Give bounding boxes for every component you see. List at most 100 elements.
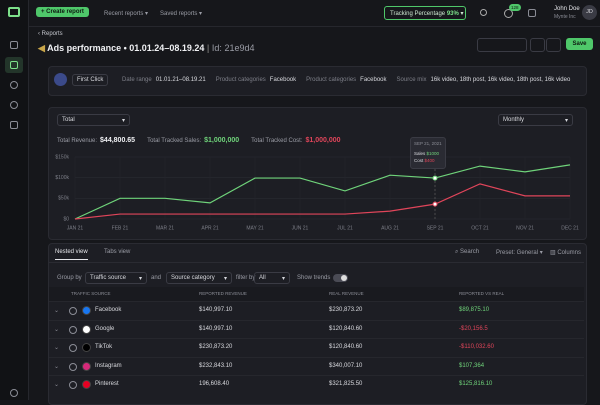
source-name: Google bbox=[95, 325, 115, 332]
filter-label: Date range bbox=[122, 77, 152, 83]
filter-label: Source mix bbox=[396, 77, 427, 83]
theme-icon[interactable] bbox=[480, 9, 487, 16]
source-name: Facebook bbox=[95, 307, 122, 313]
cell: $340,007.10 bbox=[329, 362, 363, 369]
stat-label: Total Tracked Cost: bbox=[251, 138, 303, 144]
group-select[interactable]: Traffic source ▾ bbox=[85, 272, 147, 284]
preset[interactable]: Preset: General ▾ bbox=[496, 250, 543, 256]
tab-active[interactable]: Nested view bbox=[55, 249, 88, 260]
filter-value: Facebook bbox=[269, 77, 297, 83]
tooltip-label: Cost bbox=[414, 158, 424, 163]
hover-dot bbox=[432, 175, 438, 181]
group-select[interactable]: Source category ▾ bbox=[166, 272, 232, 284]
x-tick-label: DEC 21 bbox=[561, 225, 579, 231]
breadcrumb[interactable]: ‹ Reports bbox=[38, 31, 63, 37]
tracking-percentage[interactable]: Tracking Percentage 93% ▾ bbox=[384, 6, 466, 20]
expand-icon[interactable]: ⌄ bbox=[54, 382, 60, 389]
recent-reports[interactable]: Recent reports ▾ bbox=[104, 11, 149, 17]
label: Total bbox=[62, 117, 75, 123]
line bbox=[74, 164, 571, 220]
label: Reports bbox=[41, 31, 63, 37]
y-tick-label: $100k bbox=[55, 175, 69, 181]
expand-icon[interactable]: ⌄ bbox=[54, 308, 60, 314]
tooltip-date: SEP 21, 2021 bbox=[414, 141, 442, 146]
label: Monthly bbox=[503, 117, 525, 123]
chart-panel bbox=[48, 107, 587, 240]
share-button[interactable] bbox=[530, 38, 545, 52]
megaphone-icon[interactable] bbox=[528, 9, 536, 17]
table-row: ⌄ Instagram $232,843.10 $340,007.10 $107,364 bbox=[49, 356, 584, 376]
x-tick-label: JUL 21 bbox=[337, 225, 353, 231]
notification-icon[interactable] bbox=[504, 9, 513, 18]
download-button[interactable] bbox=[546, 38, 561, 52]
save-button[interactable]: Save bbox=[566, 38, 593, 50]
nav-icon[interactable] bbox=[10, 81, 18, 89]
cell: $120,840.60 bbox=[329, 344, 363, 351]
columns-button[interactable]: ▥ Columns bbox=[550, 250, 582, 256]
column-header: TRAFFIC SOURCE bbox=[71, 291, 111, 296]
settings-icon[interactable] bbox=[10, 389, 18, 397]
x-tick-label: MAR 21 bbox=[156, 225, 174, 231]
nav-active[interactable] bbox=[5, 57, 23, 73]
stat-label: Total Tracked Sales: bbox=[147, 138, 202, 144]
label: Source category bbox=[171, 275, 215, 281]
column-header: REPORTED REVENUE bbox=[199, 291, 247, 296]
nav-icon[interactable] bbox=[10, 121, 18, 129]
hover-dot bbox=[432, 201, 438, 207]
divider bbox=[49, 262, 584, 263]
y-tick-label: $0 bbox=[63, 216, 69, 222]
table-row: ⌄ TikTok $230,873.20 $120,840.60 -$110,032.6… bbox=[49, 338, 584, 357]
id: 21e9d4 bbox=[224, 43, 255, 53]
saved-reports[interactable]: Saved reports ▾ bbox=[160, 11, 203, 17]
table-row: ⌄ Pinterest 196,608.40 $321,825.50 $125,816.… bbox=[49, 375, 584, 394]
row-icon bbox=[69, 325, 77, 334]
create-button[interactable]: + Create report bbox=[36, 7, 89, 17]
source-logo bbox=[82, 306, 91, 315]
page-title: ◀ Ads performance • 01.01.24–08.19.24 | … bbox=[38, 43, 255, 53]
label: All bbox=[259, 275, 266, 281]
cell: $140,997.10 bbox=[199, 325, 233, 332]
filter-value: 16k video, 18th post, 16k video, 18th po… bbox=[430, 77, 571, 83]
filter-by-label: filter by bbox=[236, 275, 256, 281]
label: Search bbox=[460, 249, 480, 255]
x-tick-label: SEP 21 bbox=[427, 225, 444, 231]
toolbar-icons[interactable] bbox=[477, 38, 527, 52]
attribution-chip[interactable]: First Click bbox=[72, 74, 109, 86]
filter-icon[interactable] bbox=[54, 73, 67, 86]
row-icon bbox=[69, 362, 77, 371]
tab[interactable]: Tabs view bbox=[104, 249, 131, 255]
expand-icon[interactable]: ⌄ bbox=[54, 326, 60, 333]
value: 93% bbox=[446, 11, 459, 17]
toggle[interactable] bbox=[333, 274, 348, 282]
nav-icon[interactable] bbox=[10, 41, 18, 49]
avatar[interactable]: JD bbox=[582, 5, 597, 20]
label: Preset: General bbox=[496, 250, 539, 256]
tooltip: SEP 21, 2021 Sales $1000 Cost $400 bbox=[410, 137, 446, 169]
search[interactable]: ⌕ Search bbox=[455, 249, 480, 255]
stat-value: $1,000,000 bbox=[305, 137, 341, 144]
source-logo bbox=[82, 361, 91, 371]
date: 01.01.24–08.19.24 bbox=[129, 43, 205, 53]
period-select[interactable]: Monthly ▾ bbox=[498, 114, 573, 126]
metric-select[interactable]: Total ▾ bbox=[57, 114, 130, 126]
filter-label: Product categories bbox=[306, 77, 357, 83]
chart: $0 $50k $100k $150k JAN 21 FEB 21 MAR 21 APR 21… bbox=[55, 154, 579, 231]
cell: -$110,032.60 bbox=[459, 344, 494, 351]
filter-select[interactable]: All ▾ bbox=[254, 272, 290, 284]
expand-icon[interactable]: ⌄ bbox=[54, 363, 60, 370]
logo[interactable] bbox=[8, 7, 20, 17]
y-tick-label: $150k bbox=[55, 154, 69, 160]
table-row: ⌄ Google $140,997.10 $120,840.60 -$20,156.5 bbox=[49, 319, 584, 339]
table-row: ⌄ Facebook $140,997.10 $230,873.20 $89,875.1… bbox=[49, 301, 584, 320]
expand-icon[interactable]: ⌄ bbox=[54, 345, 60, 352]
label: Columns bbox=[557, 250, 582, 256]
nav-icon[interactable] bbox=[10, 101, 18, 109]
x-tick-label: FEB 21 bbox=[112, 225, 129, 231]
cell: $232,843.10 bbox=[199, 362, 233, 369]
badge: 128 bbox=[509, 4, 521, 11]
filter-list: Date range 01.01.21–08.19.21 Product categ… bbox=[122, 77, 580, 83]
source-logo bbox=[82, 343, 91, 353]
cell: $230,873.20 bbox=[199, 344, 233, 351]
column-header: REAL REVENUE bbox=[329, 291, 364, 296]
